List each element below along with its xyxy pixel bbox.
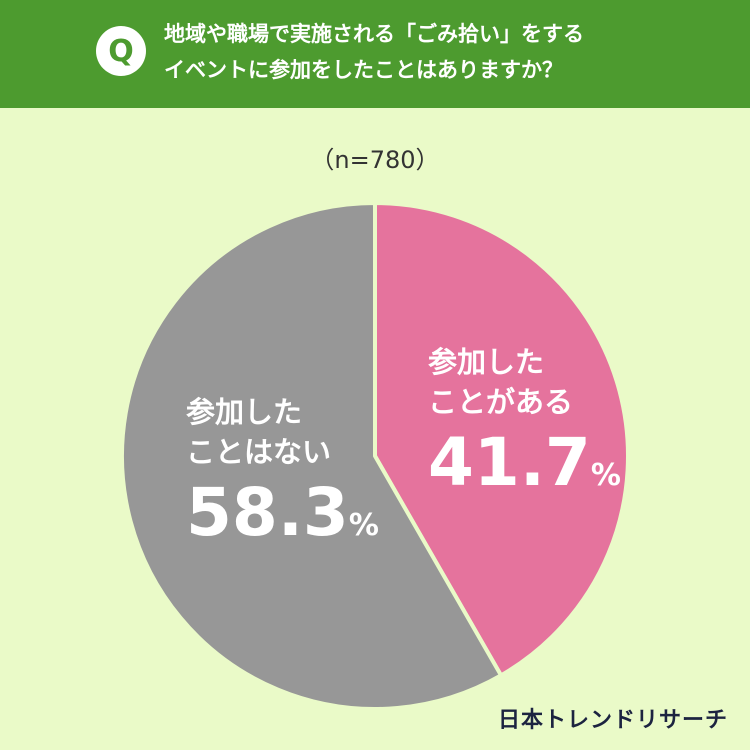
slice-label-not-experienced: 参加した ことはない 58.3%	[186, 392, 379, 565]
source-credit: 日本トレンドリサーチ	[497, 708, 728, 733]
slice-label-not-experienced-line1: 参加した	[186, 395, 303, 429]
sample-size: （n=780）	[310, 146, 440, 174]
q-badge: Q	[96, 26, 146, 76]
pie-slice-experienced	[373, 201, 630, 678]
slice-label-experienced-line2: ことがある	[428, 385, 574, 419]
slice-value-not-experienced: 58.3%	[186, 474, 379, 551]
question-header: Q 地域や職場で実施される「ごみ拾い」をする イベントに参加をしたことはあります…	[0, 0, 750, 108]
question-line-2: イベントに参加をしたことはありますか？	[164, 58, 563, 82]
question-line-1: 地域や職場で実施される「ごみ拾い」をする	[164, 22, 584, 46]
pie-slice-not-experienced	[120, 201, 504, 711]
slice-value-experienced: 41.7%	[428, 424, 621, 501]
slice-label-experienced-line1: 参加した	[428, 345, 545, 379]
slice-label-experienced: 参加した ことがある 41.7%	[428, 342, 621, 515]
slice-label-not-experienced-line2: ことはない	[186, 435, 332, 469]
question-text: 地域や職場で実施される「ごみ拾い」をする イベントに参加をしたことはありますか？	[164, 16, 724, 88]
